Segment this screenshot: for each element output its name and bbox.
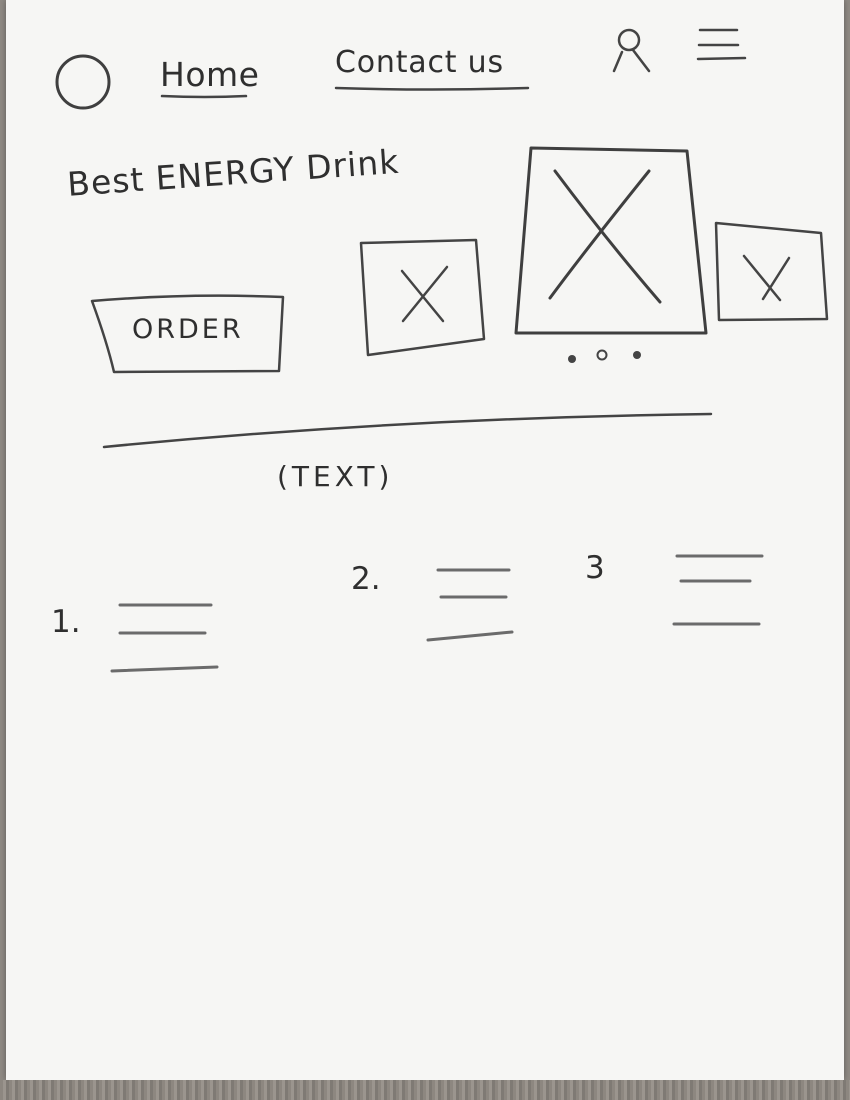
carousel-dots[interactable] (568, 349, 641, 364)
background-fabric (0, 1080, 850, 1100)
image-placeholder-large-center[interactable] (514, 146, 708, 335)
image-placeholder-small-left[interactable] (359, 238, 486, 357)
order-button[interactable]: ORDER (132, 314, 244, 345)
paper-sheet (6, 0, 844, 1080)
step-2-number: 2. (351, 561, 381, 597)
step-1-number: 1. (51, 604, 81, 640)
user-icon[interactable] (612, 28, 651, 73)
nav-home-label: Home (160, 55, 260, 94)
image-placeholder-small-right[interactable] (714, 221, 829, 322)
nav-contact-link[interactable]: Contact us (335, 45, 504, 80)
logo-icon[interactable] (55, 54, 111, 110)
step-1-text-lines (110, 603, 219, 673)
step-3-text-lines (672, 554, 764, 626)
section-divider (102, 412, 713, 449)
step-3-number: 3 (585, 550, 605, 586)
step-2-text-lines (426, 568, 514, 642)
nav-contact-label: Contact us (335, 45, 504, 80)
nav-home-link[interactable]: Home (160, 55, 259, 94)
text-placeholder: (TEXT) (277, 460, 394, 493)
hamburger-menu-icon[interactable] (696, 28, 747, 61)
order-button-label: ORDER (132, 314, 244, 345)
